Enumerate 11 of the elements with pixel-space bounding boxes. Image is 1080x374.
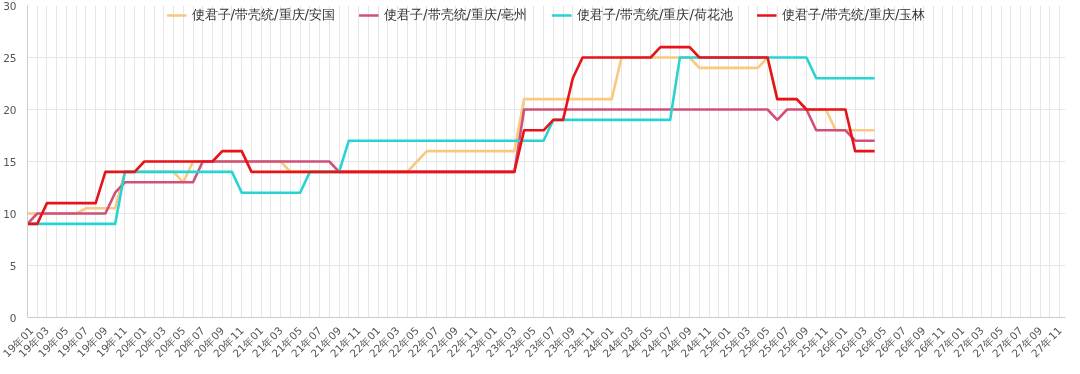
y-tick-label: 0 xyxy=(9,311,17,324)
y-tick-label: 15 xyxy=(3,155,17,168)
legend-label: 使君子/带壳统/重庆/玉林 xyxy=(781,6,926,24)
y-tick-label: 5 xyxy=(9,259,17,272)
y-tick-label: 20 xyxy=(3,103,17,116)
legend-label: 使君子/带壳统/重庆/荷花池 xyxy=(576,6,733,24)
y-tick-label: 25 xyxy=(3,51,17,64)
y-tick-label: 10 xyxy=(3,207,17,220)
y-tick-label: 30 xyxy=(3,0,17,12)
legend-label: 使君子/带壳统/重庆/安国 xyxy=(191,6,336,24)
legend-label: 使君子/带壳统/重庆/亳州 xyxy=(384,6,528,24)
